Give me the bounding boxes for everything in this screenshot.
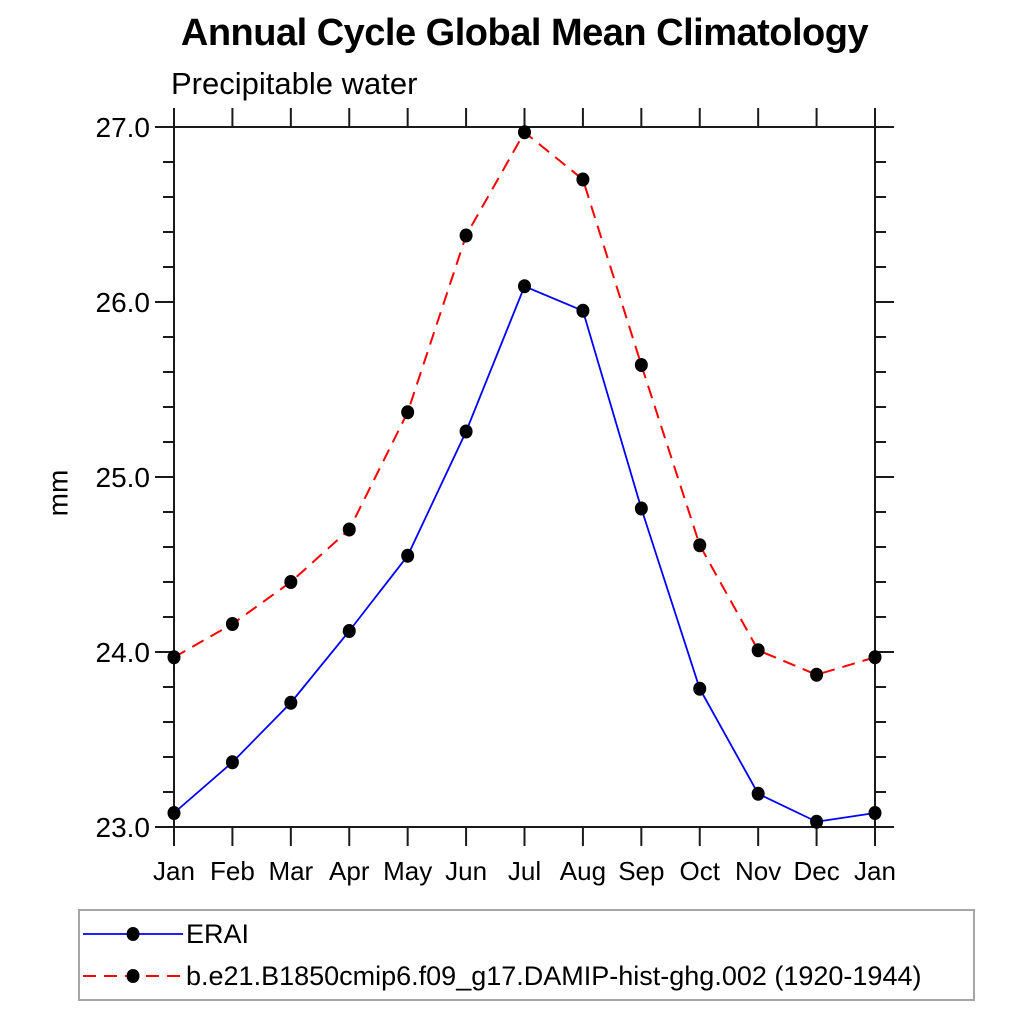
y-tick-label: 25.0 bbox=[96, 462, 151, 493]
chart-title: Annual Cycle Global Mean Climatology bbox=[180, 12, 869, 54]
series-line-1 bbox=[173, 130, 876, 676]
x-tick-label: Aug bbox=[560, 856, 606, 886]
legend-line-sample-solid-blue-icon bbox=[83, 927, 183, 941]
data-point-marker-1 bbox=[284, 575, 298, 589]
legend-entry-model: b.e21.B1850cmip6.f09_g17.DAMIP-hist-ghg.… bbox=[80, 957, 973, 995]
data-point-marker-1 bbox=[459, 228, 473, 243]
data-point-marker-0 bbox=[518, 279, 531, 294]
data-point-marker-0 bbox=[459, 424, 473, 439]
x-tick-label: May bbox=[383, 856, 432, 886]
y-tick-label: 23.0 bbox=[96, 812, 151, 843]
x-tick-label: Jan bbox=[854, 856, 896, 886]
data-point-marker-0 bbox=[576, 303, 590, 318]
y-tick-label: 27.0 bbox=[96, 112, 151, 143]
legend-label-model: b.e21.B1850cmip6.f09_g17.DAMIP-hist-ghg.… bbox=[186, 960, 922, 991]
legend-line-sample-dashed-red-icon bbox=[83, 969, 183, 983]
plot-frame bbox=[173, 126, 876, 828]
data-point-marker-0 bbox=[810, 814, 824, 829]
data-point-marker-1 bbox=[225, 617, 239, 631]
chart-legend: ERAI b.e21.B1850cmip6.f09_g17.DAMIP-hist… bbox=[78, 909, 975, 1001]
chart-subtitle: Precipitable water bbox=[171, 66, 418, 101]
data-point-marker-1 bbox=[401, 405, 415, 420]
data-point-marker-1 bbox=[576, 172, 590, 187]
data-point-marker-1 bbox=[751, 643, 765, 658]
data-point-marker-1 bbox=[693, 538, 707, 553]
data-point-marker-0 bbox=[284, 695, 298, 710]
data-point-marker-0 bbox=[225, 755, 239, 770]
data-point-marker-1 bbox=[810, 667, 824, 682]
y-tick-label: 26.0 bbox=[96, 287, 151, 318]
data-point-marker-0 bbox=[634, 501, 648, 516]
x-tick-label: Jul bbox=[508, 856, 541, 886]
data-point-marker-1 bbox=[518, 125, 531, 140]
data-point-marker-0 bbox=[868, 806, 882, 820]
x-tick-label: Jun bbox=[445, 856, 487, 886]
data-point-marker-0 bbox=[751, 786, 765, 801]
data-point-marker-0 bbox=[401, 548, 415, 563]
data-point-marker-0 bbox=[167, 806, 181, 820]
y-tick-label: 24.0 bbox=[96, 637, 151, 668]
series-line-0 bbox=[173, 285, 876, 823]
x-tick-label: Apr bbox=[329, 856, 370, 886]
legend-entry-erai: ERAI bbox=[80, 915, 973, 953]
x-tick-label: Jan bbox=[153, 856, 195, 886]
x-tick-label: Sep bbox=[618, 856, 664, 886]
data-point-marker-1 bbox=[342, 522, 356, 537]
data-point-marker-0 bbox=[342, 624, 356, 638]
x-tick-label: Dec bbox=[793, 856, 839, 886]
legend-label-erai: ERAI bbox=[186, 918, 250, 949]
data-point-marker-1 bbox=[634, 358, 648, 372]
x-tick-label: Feb bbox=[210, 856, 255, 886]
data-point-marker-0 bbox=[693, 681, 707, 696]
data-point-marker-1 bbox=[167, 650, 181, 665]
x-tick-label: Mar bbox=[268, 856, 313, 886]
x-tick-label: Nov bbox=[735, 856, 781, 886]
x-tick-label: Oct bbox=[680, 856, 721, 886]
data-point-marker-1 bbox=[868, 650, 882, 665]
